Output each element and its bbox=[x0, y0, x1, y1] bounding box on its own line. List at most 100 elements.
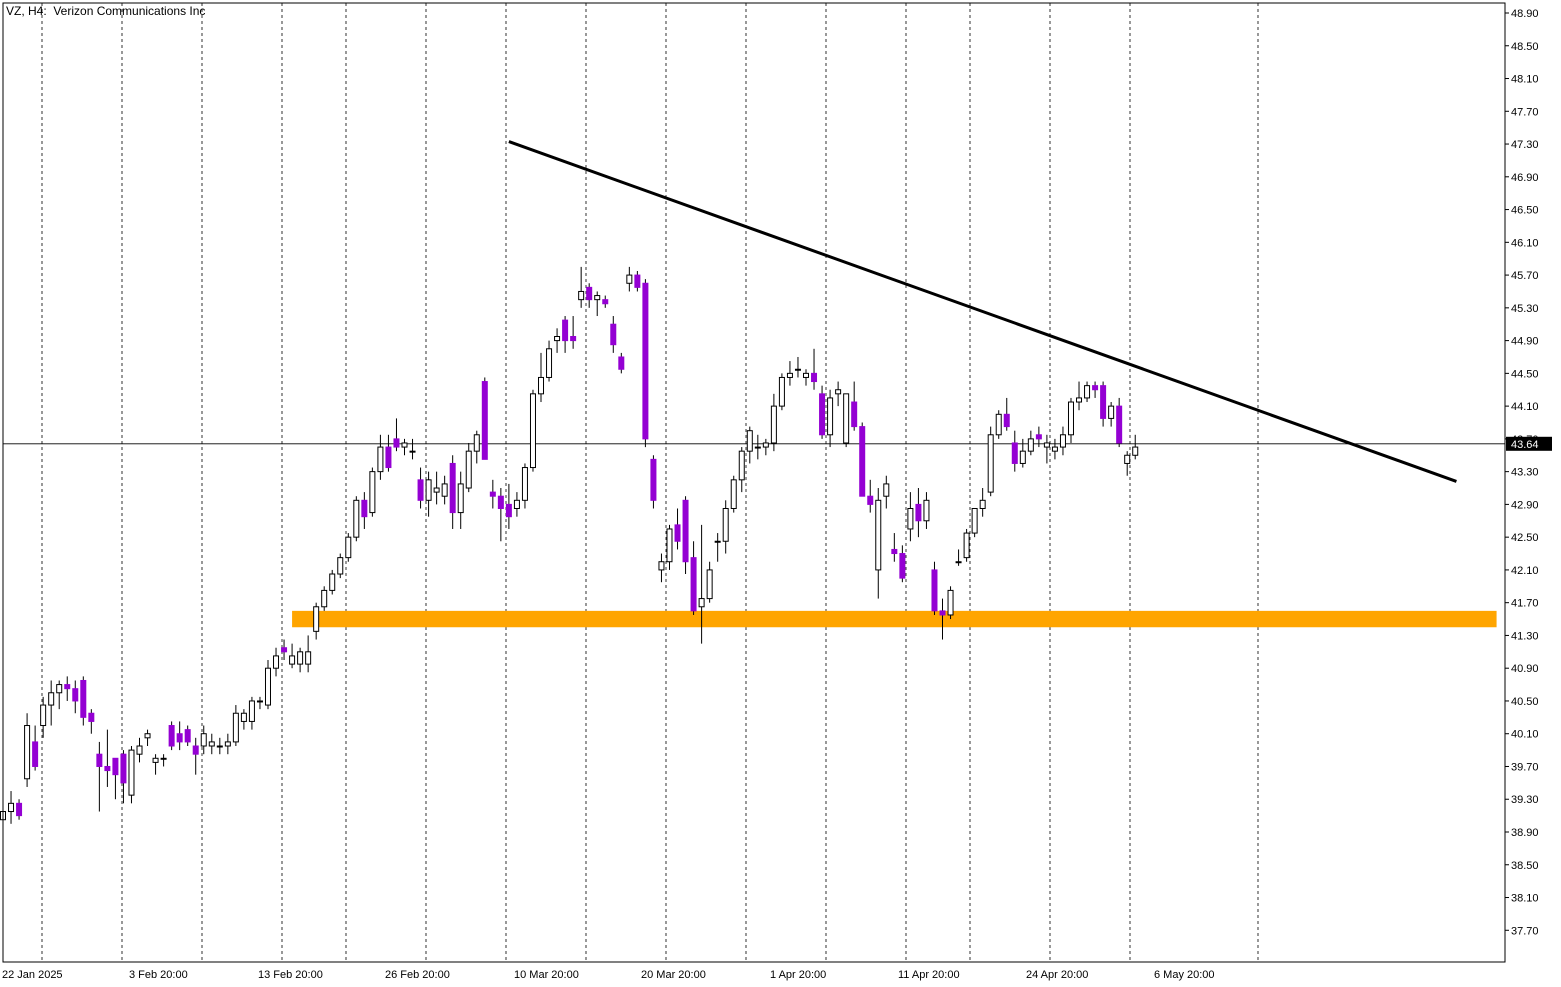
candle-body-up bbox=[658, 561, 665, 571]
candle-body-up bbox=[56, 684, 63, 694]
candle-body-down bbox=[281, 647, 288, 653]
candle-body-down bbox=[610, 323, 617, 346]
x-tick-label: 20 Mar 20:00 bbox=[641, 969, 706, 981]
candle-body-up bbox=[666, 528, 673, 563]
candle bbox=[1003, 397, 1010, 431]
candle bbox=[505, 483, 512, 529]
candle-body-down bbox=[899, 553, 906, 579]
current-price-badge bbox=[1506, 436, 1552, 451]
candle bbox=[875, 488, 882, 599]
candle-body-down bbox=[361, 499, 368, 518]
candle bbox=[289, 643, 296, 669]
candle bbox=[578, 266, 585, 308]
candle bbox=[907, 492, 914, 542]
candle-body-down bbox=[915, 503, 922, 522]
candle-body-up bbox=[40, 704, 47, 727]
candle-body-up bbox=[971, 507, 978, 534]
candle-body-up bbox=[955, 561, 962, 564]
candle bbox=[72, 680, 79, 714]
candle bbox=[762, 438, 769, 456]
candle bbox=[859, 422, 866, 497]
candle-body-up bbox=[1076, 397, 1083, 403]
candle-body-up bbox=[762, 442, 769, 448]
candle-body-up bbox=[232, 712, 239, 743]
candle-body-down bbox=[1116, 405, 1123, 444]
candle-body-down bbox=[674, 524, 681, 542]
candle bbox=[1132, 434, 1139, 460]
candle bbox=[160, 754, 167, 767]
candle bbox=[104, 729, 111, 787]
candle-body-up bbox=[337, 557, 344, 575]
candle bbox=[803, 369, 809, 386]
candle-body-up bbox=[353, 499, 360, 538]
candle bbox=[256, 696, 263, 710]
candle-body-up bbox=[594, 295, 601, 301]
candle bbox=[891, 533, 898, 562]
candle-body-up bbox=[256, 700, 263, 703]
candle-body-up bbox=[546, 348, 553, 378]
y-tick-label: 47.70 bbox=[1511, 106, 1539, 118]
candle-body-up bbox=[730, 479, 737, 509]
x-tick-label: 22 Jan 2025 bbox=[2, 969, 63, 981]
candle bbox=[32, 725, 39, 771]
candle bbox=[827, 389, 834, 448]
candle-body-down bbox=[931, 569, 938, 612]
candle bbox=[987, 426, 994, 497]
candle bbox=[883, 475, 890, 509]
candle bbox=[899, 545, 906, 583]
candle bbox=[112, 757, 119, 800]
candle-body-down bbox=[393, 438, 400, 448]
y-tick-label: 37.70 bbox=[1511, 925, 1539, 937]
candle bbox=[995, 410, 1002, 439]
candle bbox=[1108, 402, 1115, 427]
candle bbox=[441, 475, 448, 505]
candle-body-up bbox=[377, 446, 384, 473]
candle bbox=[120, 750, 127, 804]
candle bbox=[915, 488, 922, 538]
candle bbox=[690, 541, 697, 615]
candle-body-up bbox=[457, 483, 464, 514]
candle bbox=[281, 639, 288, 661]
chart-title: VZ, H4: Verizon Communications Inc bbox=[6, 4, 206, 18]
candle bbox=[835, 381, 842, 407]
candle bbox=[1043, 434, 1050, 464]
candle bbox=[200, 725, 207, 755]
candle bbox=[48, 680, 55, 726]
candle-body-up bbox=[738, 450, 745, 481]
y-tick-label: 42.50 bbox=[1511, 532, 1539, 544]
candle bbox=[521, 463, 528, 509]
candle bbox=[666, 524, 673, 570]
candle bbox=[1076, 381, 1083, 411]
candle bbox=[706, 561, 713, 603]
candle bbox=[955, 549, 962, 566]
candle-body-down bbox=[104, 765, 111, 772]
y-tick-label: 43.30 bbox=[1511, 467, 1539, 479]
candle bbox=[770, 393, 777, 452]
candle bbox=[722, 500, 729, 554]
candle-body-down bbox=[819, 393, 826, 436]
candle bbox=[778, 373, 785, 411]
candle-body-up bbox=[289, 655, 296, 665]
candle-body-up bbox=[923, 499, 930, 522]
candle-body-down bbox=[634, 274, 641, 288]
candle bbox=[64, 676, 71, 701]
candle-body-down bbox=[489, 491, 496, 497]
candle-body-up bbox=[433, 487, 440, 493]
x-tick-label: 24 Apr 20:00 bbox=[1026, 969, 1088, 981]
y-tick-label: 42.90 bbox=[1511, 499, 1539, 511]
candle bbox=[538, 352, 545, 403]
candle bbox=[8, 791, 15, 824]
candle bbox=[843, 393, 850, 448]
candle-body-up bbox=[778, 376, 785, 407]
candle bbox=[794, 356, 801, 378]
candle bbox=[345, 533, 352, 562]
candle-body-up bbox=[369, 471, 376, 514]
candle bbox=[650, 455, 657, 509]
candle bbox=[224, 733, 231, 755]
x-tick-label: 11 Apr 20:00 bbox=[898, 969, 960, 981]
candle bbox=[313, 602, 320, 640]
candle bbox=[1100, 381, 1107, 427]
candle bbox=[353, 496, 360, 542]
candle-body-up bbox=[538, 376, 545, 395]
candle-body-up bbox=[770, 405, 777, 444]
